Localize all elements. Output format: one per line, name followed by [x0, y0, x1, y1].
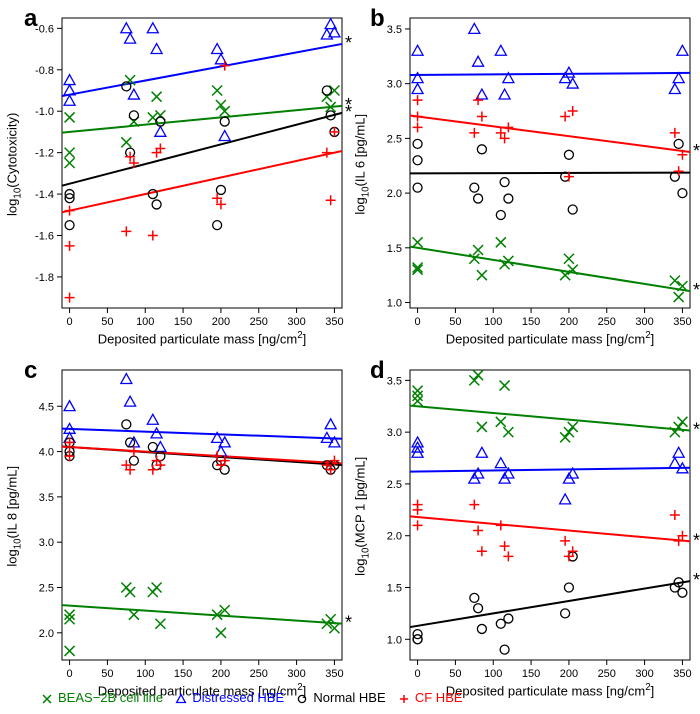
svg-text:3.0: 3.0: [387, 427, 402, 439]
legend-label: CF HBE: [415, 690, 463, 705]
legend: BEAS−2B cell line Distressed HBE Normal …: [40, 690, 474, 705]
svg-text:200: 200: [212, 668, 230, 680]
svg-text:3.5: 3.5: [387, 375, 402, 387]
svg-text:100: 100: [484, 316, 502, 328]
svg-text:200: 200: [560, 316, 578, 328]
svg-text:350: 350: [325, 316, 343, 328]
plot-svg-d: 0501001502002503003501.01.52.02.53.03.5*…: [410, 370, 700, 660]
svg-text:350: 350: [325, 668, 343, 680]
panel-label-c: c: [24, 357, 37, 385]
svg-text:4.5: 4.5: [39, 401, 54, 413]
svg-text:150: 150: [522, 668, 540, 680]
svg-text:250: 250: [250, 668, 268, 680]
figure-container: a050100150200250300350-1.8-1.6-1.4-1.2-1…: [0, 0, 700, 714]
svg-text:0: 0: [415, 668, 421, 680]
x-axis-label-b: Deposited particulate mass [ng/cm2]: [410, 330, 690, 346]
svg-text:2.5: 2.5: [387, 133, 402, 145]
legend-label: Distressed HBE: [192, 690, 284, 705]
svg-text:1.5: 1.5: [387, 243, 402, 255]
svg-text:-1.8: -1.8: [35, 272, 54, 284]
svg-text:200: 200: [560, 668, 578, 680]
svg-text:350: 350: [673, 316, 691, 328]
svg-text:2.5: 2.5: [39, 583, 54, 595]
svg-text:*: *: [693, 570, 700, 590]
svg-text:*: *: [693, 141, 700, 161]
svg-text:*: *: [693, 280, 700, 300]
svg-text:2.0: 2.0: [387, 188, 402, 200]
svg-text:50: 50: [101, 668, 113, 680]
legend-label: Normal HBE: [313, 690, 385, 705]
svg-text:4.0: 4.0: [39, 447, 54, 459]
svg-text:3.5: 3.5: [39, 492, 54, 504]
svg-text:100: 100: [484, 668, 502, 680]
svg-text:-1.4: -1.4: [35, 189, 54, 201]
svg-text:300: 300: [287, 668, 305, 680]
panel-label-d: d: [370, 357, 385, 385]
legend-label: BEAS−2B cell line: [58, 690, 163, 705]
svg-text:250: 250: [250, 316, 268, 328]
svg-text:250: 250: [598, 668, 616, 680]
svg-text:100: 100: [136, 668, 154, 680]
plot-svg-a: 050100150200250300350-1.8-1.6-1.4-1.2-1.…: [62, 18, 352, 308]
panel-label-b: b: [370, 5, 385, 33]
svg-text:3.5: 3.5: [387, 24, 402, 36]
svg-text:0: 0: [67, 316, 73, 328]
svg-text:50: 50: [449, 668, 461, 680]
svg-text:2.0: 2.0: [387, 531, 402, 543]
svg-text:0: 0: [415, 316, 421, 328]
svg-text:0: 0: [67, 668, 73, 680]
svg-text:150: 150: [174, 316, 192, 328]
svg-text:3.0: 3.0: [387, 79, 402, 91]
plot-svg-b: 0501001502002503003501.01.52.02.53.03.5*…: [410, 18, 700, 308]
svg-text:-1.0: -1.0: [35, 106, 54, 118]
svg-text:-1.2: -1.2: [35, 148, 54, 160]
x-axis-label-a: Deposited particulate mass [ng/cm2]: [62, 330, 342, 346]
svg-text:-0.6: -0.6: [35, 23, 54, 35]
svg-text:-1.6: -1.6: [35, 231, 54, 243]
plot-svg-c: 0501001502002503003502.02.53.03.54.04.5*: [62, 370, 352, 660]
svg-text:150: 150: [174, 668, 192, 680]
svg-text:2.5: 2.5: [387, 479, 402, 491]
svg-text:300: 300: [635, 668, 653, 680]
svg-text:*: *: [693, 530, 700, 550]
svg-text:1.0: 1.0: [387, 298, 402, 310]
svg-text:350: 350: [673, 668, 691, 680]
svg-text:1.0: 1.0: [387, 634, 402, 646]
y-axis-label-b: log10(IL 6 [pg/mL]: [353, 104, 372, 224]
y-axis-label-d: log10(MCP 1 [pg/mL]: [353, 456, 372, 576]
y-axis-label-a: log10(Cytotoxicity): [5, 104, 24, 224]
svg-text:50: 50: [449, 316, 461, 328]
y-axis-label-c: log10(IL 8 [pg/mL]: [5, 456, 24, 576]
svg-text:300: 300: [635, 316, 653, 328]
svg-text:150: 150: [522, 316, 540, 328]
svg-text:250: 250: [598, 316, 616, 328]
svg-text:-0.8: -0.8: [35, 65, 54, 77]
svg-text:50: 50: [101, 316, 113, 328]
svg-text:*: *: [345, 613, 352, 633]
svg-text:*: *: [345, 33, 352, 53]
svg-text:1.5: 1.5: [387, 583, 402, 595]
svg-text:100: 100: [136, 316, 154, 328]
svg-text:*: *: [693, 419, 700, 439]
svg-text:2.0: 2.0: [39, 628, 54, 640]
svg-text:3.0: 3.0: [39, 537, 54, 549]
svg-text:*: *: [345, 102, 352, 122]
svg-text:300: 300: [287, 316, 305, 328]
svg-text:200: 200: [212, 316, 230, 328]
